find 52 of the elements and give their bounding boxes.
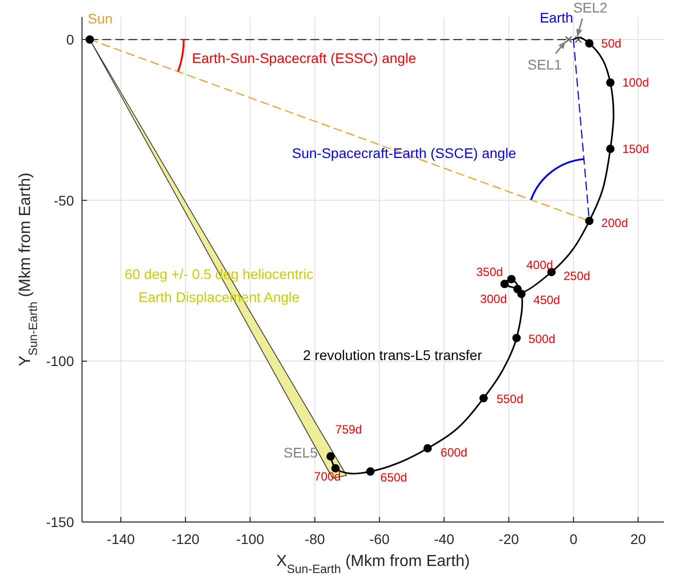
x-tick-label: -60 — [369, 531, 390, 547]
annotation: SEL1 — [527, 56, 562, 73]
x-tick-label: -40 — [434, 531, 454, 547]
point — [326, 452, 335, 461]
annotation: 350d — [476, 264, 503, 279]
annotation: Earth — [540, 10, 574, 26]
x-tick-label: 0 — [570, 531, 578, 547]
annotation: 300d — [480, 292, 507, 306]
point — [512, 334, 521, 342]
annotation: 50d — [601, 36, 622, 50]
annotation: 450d — [533, 292, 560, 307]
x-tick-label: -120 — [171, 531, 200, 547]
point — [423, 444, 432, 453]
annotation: 100d — [622, 76, 650, 90]
point — [517, 290, 526, 298]
x-tick-label: 20 — [630, 531, 646, 547]
point — [585, 216, 594, 226]
y-tick-label: -150 — [46, 514, 74, 530]
annotation: 600d — [440, 445, 468, 460]
annotation: 650d — [380, 470, 408, 484]
x-tick-label: -140 — [106, 531, 136, 547]
annotation: 400d — [526, 258, 554, 272]
x-axis-title: X$_{Sun-Earth}$ (Mkm from Earth) — [276, 553, 470, 574]
point — [574, 36, 582, 44]
point — [479, 394, 488, 402]
annotation: 150d — [622, 142, 650, 156]
annotation: 759d — [335, 422, 362, 436]
x-tick-label: -20 — [498, 531, 520, 547]
annotation: SEL5 — [283, 444, 318, 460]
y-tick-label: -50 — [54, 192, 74, 208]
point — [606, 144, 615, 154]
annotation: Sun — [88, 10, 113, 27]
point — [606, 78, 615, 87]
annotation: Earth-Sun-Spacecraft (ESSC) angle — [192, 50, 416, 66]
annotation: 700d — [314, 469, 341, 484]
y-tick-label: -100 — [46, 353, 74, 370]
annotation: SEL2 — [573, 0, 608, 16]
x-tick-label: -80 — [304, 531, 326, 547]
annotation: 550d — [496, 392, 524, 406]
point — [565, 36, 572, 44]
point — [507, 274, 516, 284]
annotation: 200d — [601, 216, 628, 230]
annotation: 2 revolution trans-L5 transfer — [303, 347, 482, 363]
annotation: 250d — [563, 269, 590, 284]
annotation: 500d — [528, 332, 556, 346]
point — [585, 39, 594, 48]
point — [366, 467, 375, 476]
annotation: Sun-Spacecraft-Earth (SSCE) angle — [292, 145, 516, 161]
point — [86, 35, 94, 44]
x-tick-label: -100 — [236, 531, 264, 547]
point — [500, 280, 509, 288]
y-tick-label: 0 — [66, 32, 74, 48]
